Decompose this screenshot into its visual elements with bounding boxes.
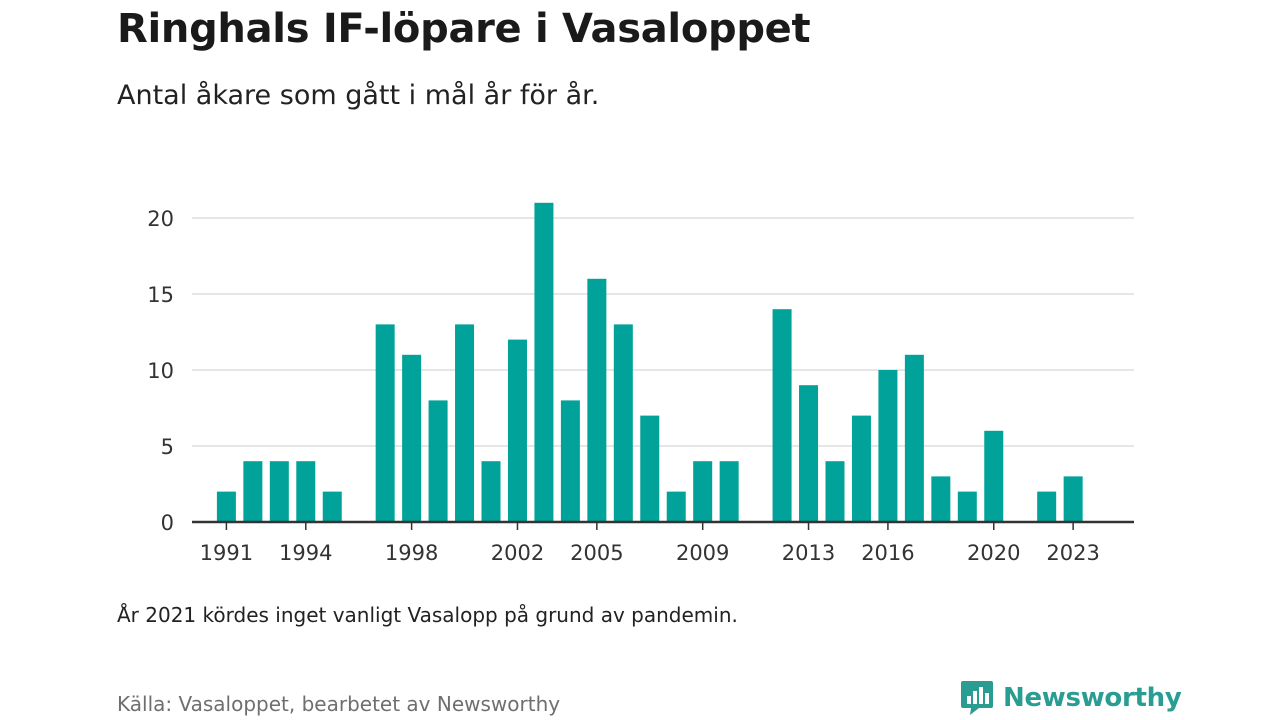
chart-subtitle: Antal åkare som gått i mål år för år. xyxy=(117,80,600,111)
bar-2014 xyxy=(825,461,845,522)
x-tick-label: 2013 xyxy=(782,541,835,565)
x-tick-label: 2005 xyxy=(570,541,623,565)
x-tick-label: 2002 xyxy=(491,541,544,565)
bar-2004 xyxy=(560,400,580,522)
brand-name: Newsworthy xyxy=(1003,683,1182,713)
bar-2009 xyxy=(693,461,713,522)
bar-1994 xyxy=(296,461,316,522)
tick-labels: 0 5 10 15 20 1991 1994 1998 2002 2005 2009 2013 2016… xyxy=(147,207,1100,565)
x-tick-label: 1994 xyxy=(279,541,332,565)
bar-chart: 0 5 10 15 20 1991 1994 1998 2002 2005 2009 2013 2016… xyxy=(147,202,1134,565)
x-tick-label: 2023 xyxy=(1046,541,1099,565)
y-tick-label: 0 xyxy=(161,511,174,535)
bar-1992 xyxy=(243,461,263,522)
y-tick-label: 20 xyxy=(147,207,174,231)
bar-2018 xyxy=(931,476,951,522)
bar-2013 xyxy=(799,385,819,522)
y-tick-label: 5 xyxy=(161,435,174,459)
bar-2001 xyxy=(481,461,501,522)
y-tick-label: 15 xyxy=(147,283,174,307)
y-tick-label: 10 xyxy=(147,359,174,383)
bar-1991 xyxy=(216,491,236,522)
bar-2002 xyxy=(507,339,527,522)
x-tick-label: 2016 xyxy=(861,541,914,565)
bar-2008 xyxy=(666,491,686,522)
bar-2017 xyxy=(904,354,924,522)
x-tick-label: 1998 xyxy=(385,541,438,565)
bar-1998 xyxy=(402,354,422,522)
bar-2000 xyxy=(455,324,475,522)
chart-note: År 2021 kördes inget vanligt Vasalopp på… xyxy=(117,603,738,627)
bar-2010 xyxy=(719,461,739,522)
bar-2023 xyxy=(1063,476,1083,522)
chart-title: Ringhals IF-löpare i Vasaloppet xyxy=(117,6,811,52)
bar-2022 xyxy=(1037,491,1057,522)
bar-2005 xyxy=(587,278,607,522)
bar-2006 xyxy=(613,324,633,522)
x-axis xyxy=(192,520,1134,530)
x-tick-label: 1991 xyxy=(200,541,253,565)
bar-1995 xyxy=(322,491,342,522)
x-tick-label: 2020 xyxy=(967,541,1020,565)
bar-2020 xyxy=(984,430,1004,522)
bar-2016 xyxy=(878,370,898,522)
source-text: Källa: Vasaloppet, bearbetet av Newswort… xyxy=(117,692,561,716)
x-tick-label: 2009 xyxy=(676,541,729,565)
bars xyxy=(216,202,1083,523)
gridlines xyxy=(192,217,1134,447)
bar-2019 xyxy=(957,491,977,522)
bar-2007 xyxy=(640,415,660,522)
newsworthy-logo-icon xyxy=(961,681,993,715)
brand-logo: Newsworthy xyxy=(960,680,1182,716)
bar-1999 xyxy=(428,400,448,522)
bar-2015 xyxy=(851,415,871,522)
bar-1993 xyxy=(269,461,289,522)
bar-2012 xyxy=(772,309,792,522)
bar-2003 xyxy=(534,202,554,523)
bar-1997 xyxy=(375,324,395,522)
